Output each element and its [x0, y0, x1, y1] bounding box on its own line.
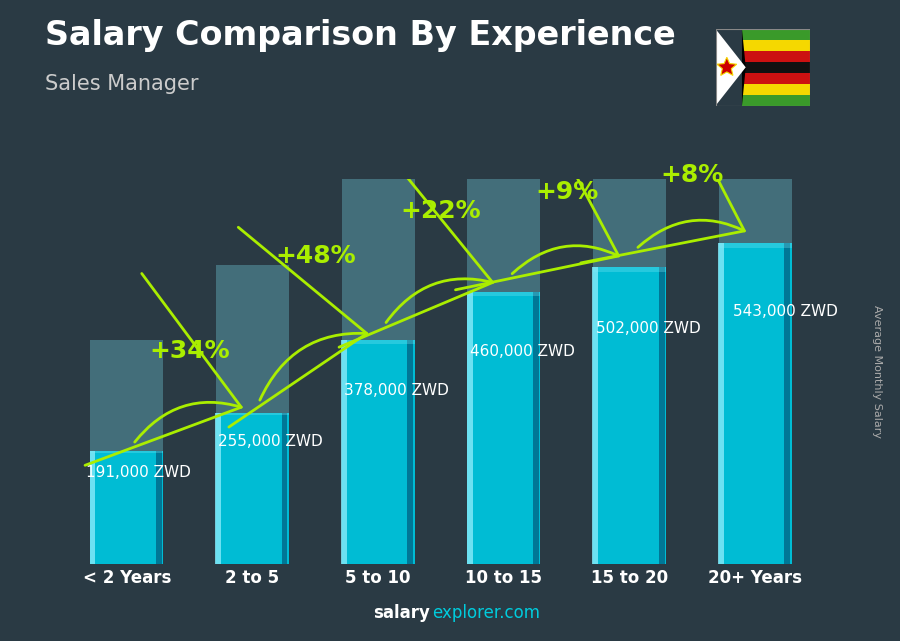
Bar	[742, 29, 810, 40]
Text: 502,000 ZWD: 502,000 ZWD	[596, 320, 700, 335]
Text: Salary Comparison By Experience: Salary Comparison By Experience	[45, 19, 676, 52]
Bar	[342, 120, 415, 344]
Text: Average Monthly Salary: Average Monthly Salary	[872, 305, 883, 438]
FancyArrowPatch shape	[455, 109, 618, 290]
Bar	[742, 51, 810, 62]
Text: 460,000 ZWD: 460,000 ZWD	[470, 344, 575, 358]
Bar	[742, 40, 810, 51]
Bar	[592, 267, 598, 564]
FancyArrowPatch shape	[580, 83, 744, 263]
FancyArrowPatch shape	[229, 228, 367, 427]
Text: 378,000 ZWD: 378,000 ZWD	[344, 383, 449, 398]
Bar	[216, 265, 289, 415]
Bar	[742, 72, 810, 84]
Bar	[593, 267, 666, 564]
Text: salary: salary	[374, 604, 430, 622]
FancyArrowPatch shape	[339, 153, 492, 347]
Bar	[742, 83, 810, 95]
Bar	[282, 413, 287, 564]
Text: explorer.com: explorer.com	[432, 604, 540, 622]
Bar	[90, 340, 163, 453]
Text: +22%: +22%	[400, 199, 482, 223]
Bar	[342, 340, 415, 564]
Bar	[718, 243, 724, 564]
Text: 543,000 ZWD: 543,000 ZWD	[733, 304, 838, 319]
Bar	[659, 267, 664, 564]
Bar	[89, 451, 95, 564]
Bar	[408, 340, 413, 564]
Text: 191,000 ZWD: 191,000 ZWD	[86, 465, 192, 479]
Bar	[90, 451, 163, 564]
Bar	[467, 292, 472, 564]
Text: +8%: +8%	[661, 163, 725, 187]
Text: +9%: +9%	[536, 181, 598, 204]
Bar	[156, 451, 162, 564]
Bar	[593, 0, 666, 272]
Bar	[215, 413, 221, 564]
Polygon shape	[716, 29, 746, 106]
Bar	[533, 292, 539, 564]
Text: +34%: +34%	[149, 339, 230, 363]
Text: 255,000 ZWD: 255,000 ZWD	[219, 435, 323, 449]
Bar	[742, 95, 810, 106]
Bar	[341, 340, 346, 564]
FancyArrowPatch shape	[86, 274, 241, 465]
Bar	[719, 243, 792, 564]
Text: +48%: +48%	[275, 244, 356, 269]
Bar	[719, 0, 792, 247]
Bar	[467, 24, 540, 296]
Polygon shape	[742, 29, 746, 106]
Bar	[467, 292, 540, 564]
Polygon shape	[717, 57, 737, 76]
Bar	[785, 243, 790, 564]
Bar	[216, 413, 289, 564]
Text: Sales Manager: Sales Manager	[45, 74, 199, 94]
Bar	[742, 62, 810, 73]
